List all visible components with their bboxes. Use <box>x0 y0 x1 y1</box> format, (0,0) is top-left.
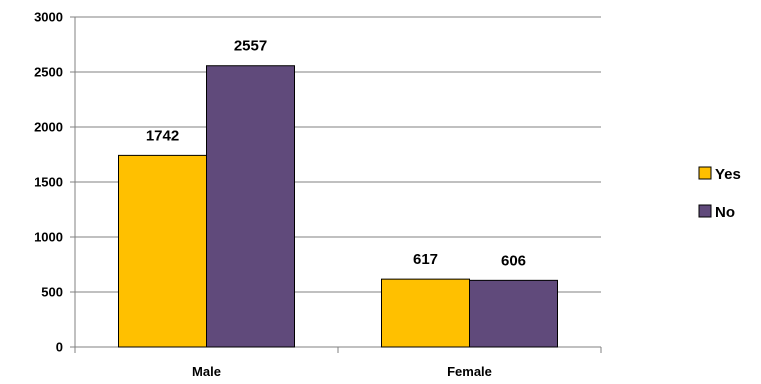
y-tick-label: 0 <box>56 340 63 355</box>
bars <box>118 65 558 348</box>
data-label: 617 <box>413 251 438 268</box>
x-axis: Male Female <box>74 346 602 379</box>
legend-label-yes: Yes <box>715 166 741 183</box>
legend-swatch-no <box>698 204 712 218</box>
data-label: 606 <box>501 252 526 269</box>
y-tick-label: 1000 <box>34 230 63 245</box>
data-label: 2557 <box>234 38 267 55</box>
x-tick-label: Female <box>447 364 492 379</box>
legend: Yes No <box>698 166 741 221</box>
data-label: 1742 <box>146 127 179 144</box>
y-axis: 0 500 1000 1500 2000 2500 3000 <box>34 10 76 355</box>
y-tick-label: 2000 <box>34 120 63 135</box>
legend-label-no: No <box>715 204 735 221</box>
y-tick-label: 3000 <box>34 10 63 25</box>
y-tick-label: 1500 <box>34 175 63 190</box>
bar-yes-female <box>381 278 470 348</box>
bar-no-male <box>206 65 295 348</box>
bar-no-female <box>469 279 558 348</box>
bar-yes-male <box>118 154 207 348</box>
y-tick-label: 500 <box>41 285 63 300</box>
legend-swatch-yes <box>698 166 712 180</box>
data-labels: 1742 2557 617 606 <box>146 38 526 270</box>
x-tick-label: Male <box>192 364 221 379</box>
y-tick-label: 2500 <box>34 65 63 80</box>
